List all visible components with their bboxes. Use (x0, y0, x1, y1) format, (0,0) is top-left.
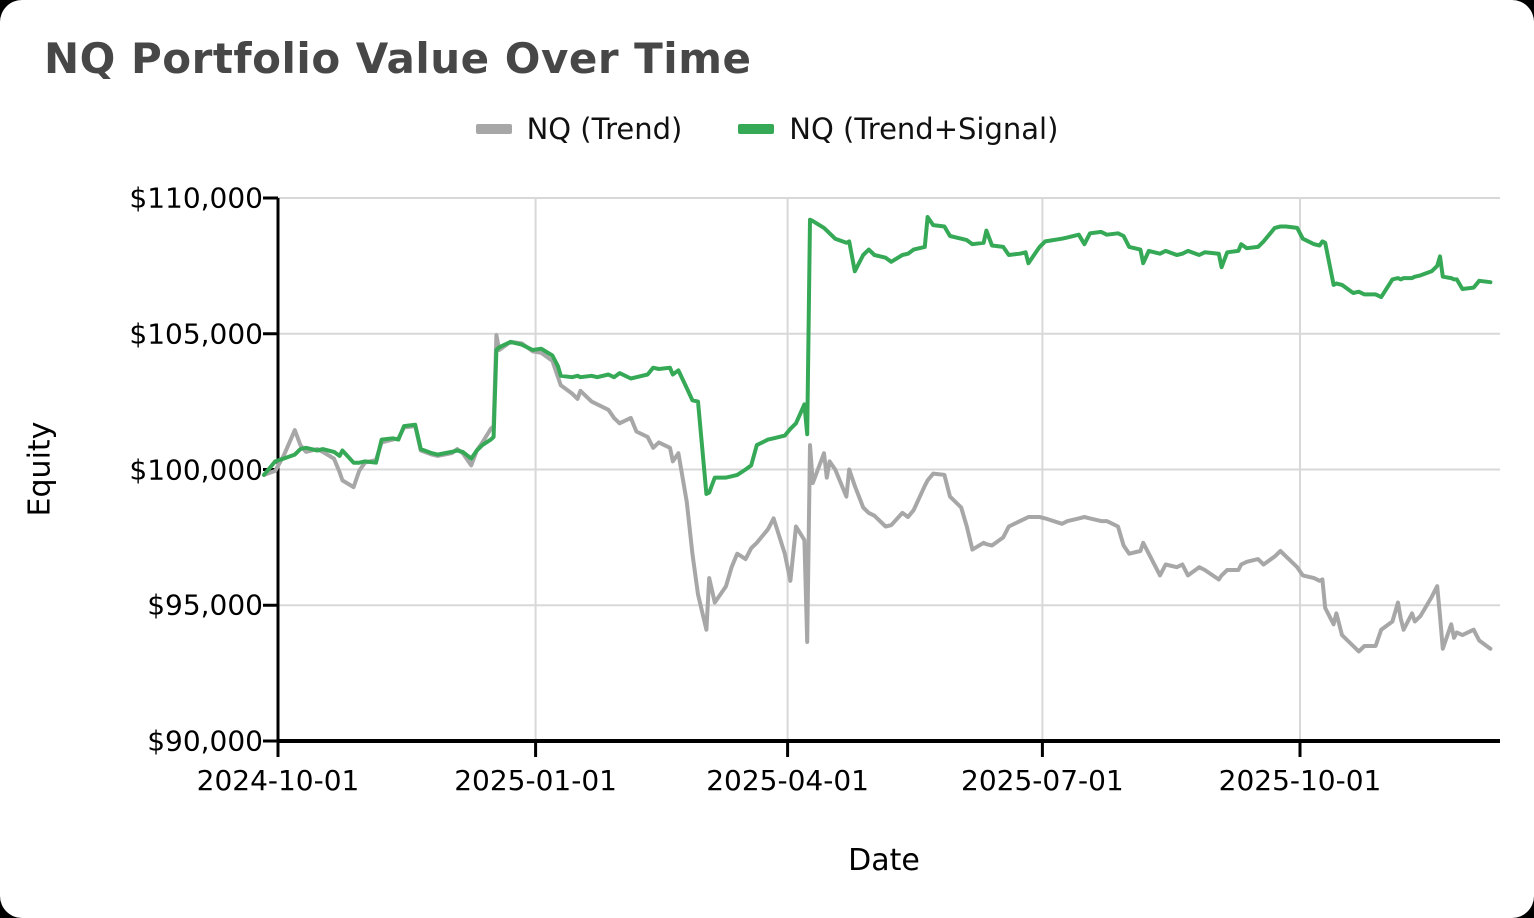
legend-item-trend-signal: NQ (Trend+Signal) (738, 112, 1058, 146)
y-tick-label: $110,000 (129, 181, 263, 215)
x-tick-label: 2024-10-01 (196, 764, 360, 797)
legend-label-trend-signal: NQ (Trend+Signal) (789, 112, 1059, 146)
legend-label-trend: NQ (Trend) (526, 112, 683, 146)
x-axis-title: Date (848, 843, 920, 878)
y-axis-title: Equity (22, 421, 58, 517)
trend-line (262, 333, 1493, 654)
y-tick-label: $100,000 (129, 453, 263, 486)
x-tick-label: 2025-07-01 (961, 764, 1124, 797)
y-tick-label: $90,000 (147, 724, 263, 758)
chart-title: NQ Portfolio Value Over Time (44, 34, 752, 83)
legend-item-trend: NQ (Trend) (475, 112, 683, 146)
x-tick-label: 2025-04-01 (706, 764, 869, 797)
x-tick-label: 2025-10-01 (1218, 764, 1382, 797)
legend: NQ (Trend) NQ (Trend+Signal) (0, 112, 1534, 146)
trend-signal-line (262, 215, 1493, 496)
x-tick-label: 2025-01-01 (454, 764, 617, 797)
trend-line-swatch-icon (475, 124, 512, 134)
y-tick-label: $95,000 (147, 588, 263, 622)
trend-signal-line-swatch-icon (738, 124, 775, 134)
y-tick-label: $105,000 (129, 317, 263, 351)
